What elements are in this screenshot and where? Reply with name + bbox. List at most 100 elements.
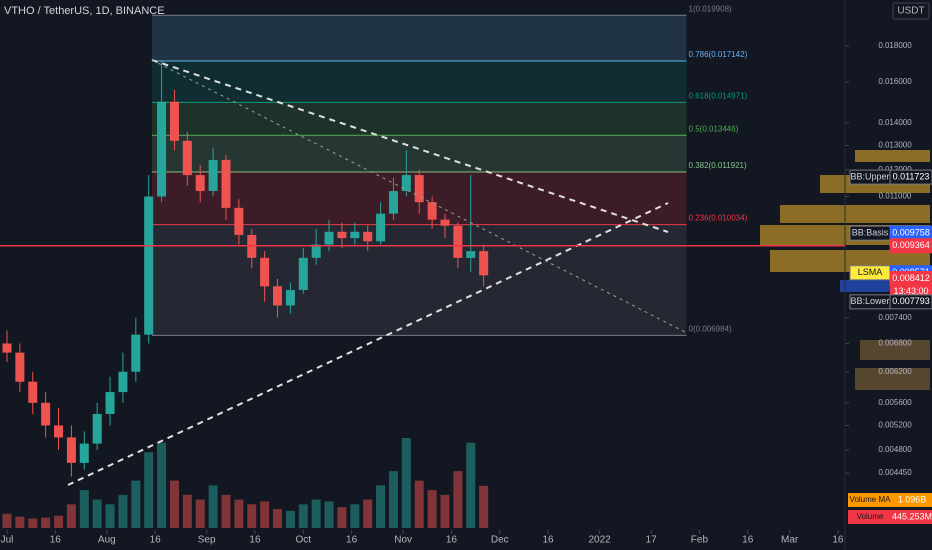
price-tag — [889, 238, 932, 254]
volume-bar — [324, 501, 334, 528]
candle-body — [54, 425, 64, 438]
candle-body — [440, 219, 450, 226]
volume-bar — [311, 499, 321, 528]
profile-bar — [860, 340, 930, 360]
fib-band — [151, 102, 687, 136]
candle-body — [92, 413, 102, 444]
price-tag-label: 0.011723 — [893, 171, 930, 181]
volume-bar — [440, 494, 450, 528]
volume-bar — [260, 501, 270, 528]
x-tick-label: 16 — [542, 535, 554, 546]
y-tick-label: 0.007400 — [878, 313, 912, 322]
candle-body — [376, 213, 386, 242]
profile-bar — [855, 368, 930, 390]
y-tick-label: 0.006200 — [878, 367, 912, 376]
fib-label: 0.5(0.013446) — [689, 124, 739, 133]
x-tick-label: 2022 — [588, 535, 611, 546]
countdown: 13:43:00 — [893, 286, 928, 296]
volume-bar — [388, 471, 398, 528]
fib-label: 1(0.019908) — [689, 4, 732, 13]
candle-body — [195, 175, 205, 192]
y-tick-label: 0.004450 — [878, 468, 912, 477]
volume-bar — [92, 499, 102, 528]
volume-bar — [466, 442, 476, 528]
candle-body — [131, 334, 141, 372]
candle-body — [427, 202, 437, 220]
candle-body — [234, 207, 244, 235]
volume-bar — [208, 485, 218, 528]
candle-body — [182, 140, 192, 176]
y-tick-label: 0.005600 — [878, 398, 912, 407]
fib-label: 0(0.006984) — [689, 324, 732, 333]
volume-bar — [15, 516, 25, 528]
fib-band — [151, 224, 687, 336]
volume-bar — [363, 499, 373, 528]
tag-name: LSMA — [858, 267, 883, 277]
y-tick-label: 0.011000 — [879, 192, 912, 201]
fib-label: 0.382(0.011921) — [689, 161, 747, 170]
volume-bar — [221, 494, 231, 528]
fib-label: 0.618(0.014971) — [689, 91, 748, 100]
candle-body — [169, 101, 179, 141]
volume-tag-name-box — [848, 493, 892, 507]
y-tick-label: 0.016000 — [878, 77, 912, 86]
candle-body — [41, 402, 51, 426]
volume-tag-name: Volume MA — [850, 495, 892, 504]
plot: 1(0.019908) 0.786(0.017142) 0.618(0.014971… — [1, 0, 912, 550]
volume-bar — [285, 510, 295, 528]
volume-bar — [54, 515, 64, 528]
candle-body — [466, 251, 476, 258]
x-tick-label: 16 — [249, 535, 261, 546]
price-tag-label: 0.009364 — [892, 240, 930, 250]
profile-bar — [855, 150, 930, 162]
trendline — [151, 59, 669, 233]
tag-name: BB:Upper — [850, 171, 889, 181]
volume-bar — [427, 490, 437, 528]
volume-bar — [479, 485, 489, 528]
volume-bar — [28, 518, 38, 528]
candle-body — [285, 290, 295, 306]
candle-body — [363, 231, 373, 242]
price-tag-label: 0.007793 — [892, 296, 930, 306]
volume-bar — [105, 504, 115, 528]
tag-name: BB:Basis — [852, 228, 889, 238]
price-tag — [889, 169, 932, 185]
y-tick-label: 0.014000 — [878, 118, 912, 127]
candle-body — [157, 101, 167, 197]
x-tick-label: Jul — [1, 535, 14, 546]
volume-bar — [414, 480, 424, 528]
candle-body — [221, 159, 231, 208]
volume-tag-label: 445.253M — [892, 511, 932, 521]
x-tick-label: Aug — [98, 535, 116, 546]
volume-bar — [298, 504, 308, 528]
candle-body — [118, 371, 128, 393]
volume-tag-label: 1.096B — [898, 494, 927, 504]
candle-body — [66, 437, 76, 463]
volume-bar — [247, 504, 257, 528]
trendline — [67, 202, 669, 486]
x-tick-label: 16 — [50, 535, 62, 546]
y-tick-label: 0.013000 — [878, 141, 912, 150]
currency-box[interactable] — [892, 2, 930, 20]
fib-label: 0.786(0.017142) — [689, 50, 748, 59]
volume-bar — [2, 513, 12, 528]
tag-name: BB:Lower — [850, 296, 889, 306]
candle-body — [337, 231, 347, 239]
volume-bar — [453, 471, 463, 528]
volume-bar — [376, 485, 386, 528]
volume-bar — [195, 499, 205, 528]
candle-body — [401, 175, 411, 192]
candle-body — [260, 257, 270, 287]
x-tick-label: Sep — [198, 535, 216, 546]
y-tick-label: 0.004800 — [878, 445, 912, 454]
candle-body — [311, 244, 321, 258]
candle-body — [414, 175, 424, 203]
volume-bar — [182, 494, 192, 528]
x-tick-label: 17 — [646, 535, 658, 546]
candle-body — [15, 352, 25, 382]
x-tick-label: Nov — [394, 535, 412, 546]
volume-tag-name: Volume — [857, 512, 884, 521]
x-tick-label: Oct — [296, 535, 312, 546]
y-tick-label: 0.018000 — [878, 41, 912, 50]
fib-band — [151, 60, 687, 103]
